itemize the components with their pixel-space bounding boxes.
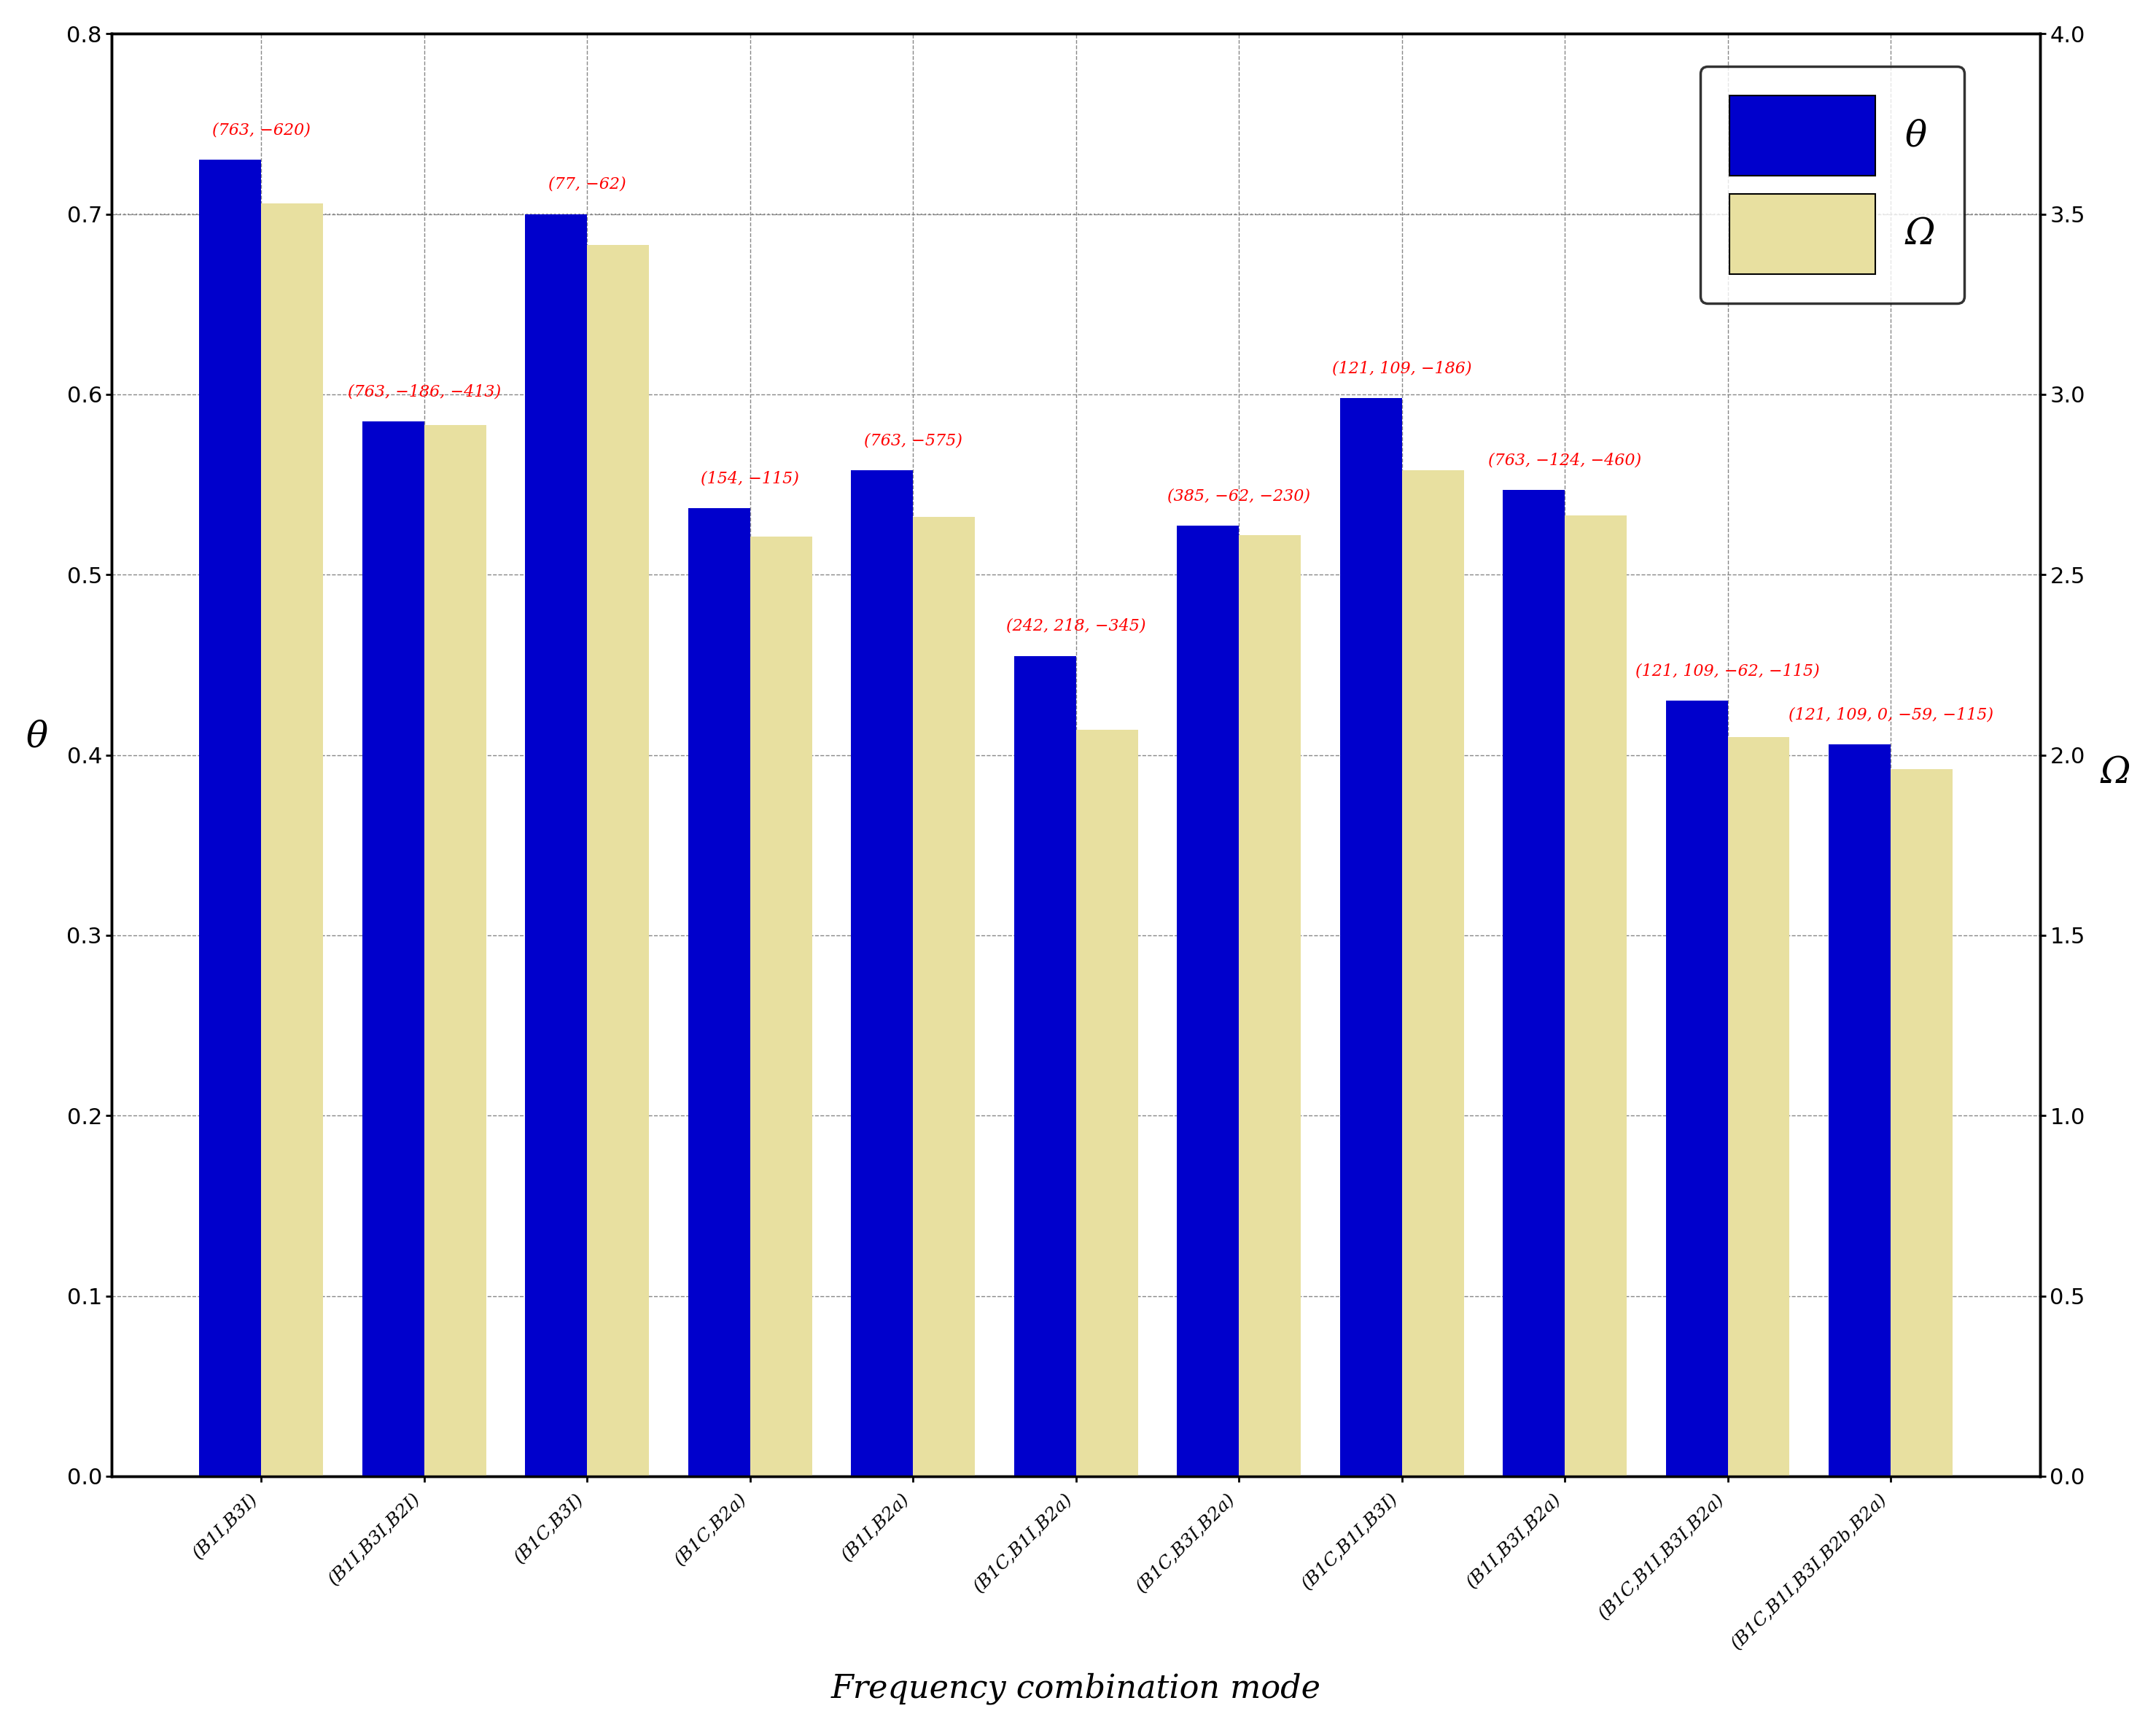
Bar: [1013, 656, 1076, 1476]
Bar: [1503, 490, 1565, 1476]
Bar: [362, 422, 425, 1476]
Bar: [1828, 744, 1891, 1476]
Bar: [526, 215, 586, 1476]
Bar: [1727, 737, 1789, 1476]
Legend: θ, Ω: θ, Ω: [1701, 66, 1964, 303]
Bar: [1076, 730, 1138, 1476]
X-axis label: Frequency combination mode: Frequency combination mode: [830, 1673, 1322, 1704]
Text: (385, −62, −230): (385, −62, −230): [1166, 488, 1311, 505]
Bar: [688, 509, 750, 1476]
Y-axis label: Ω: Ω: [2100, 754, 2130, 791]
Bar: [261, 202, 323, 1476]
Text: (121, 109, −186): (121, 109, −186): [1332, 360, 1473, 377]
Text: (763, −186, −413): (763, −186, −413): [347, 384, 500, 400]
Text: (763, −124, −460): (763, −124, −460): [1488, 452, 1641, 469]
Bar: [750, 536, 813, 1476]
Text: (77, −62): (77, −62): [548, 176, 625, 192]
Text: (763, −575): (763, −575): [865, 432, 962, 448]
Text: (763, −620): (763, −620): [211, 123, 310, 138]
Bar: [1667, 701, 1727, 1476]
Bar: [198, 159, 261, 1476]
Y-axis label: θ: θ: [26, 720, 47, 754]
Bar: [586, 244, 649, 1476]
Bar: [852, 471, 912, 1476]
Bar: [1401, 471, 1464, 1476]
Text: (121, 109, −62, −115): (121, 109, −62, −115): [1636, 663, 1820, 680]
Bar: [1177, 526, 1240, 1476]
Text: (121, 109, 0, −59, −115): (121, 109, 0, −59, −115): [1787, 706, 1992, 723]
Bar: [1565, 516, 1626, 1476]
Bar: [1240, 535, 1300, 1476]
Bar: [425, 426, 485, 1476]
Text: (242, 218, −345): (242, 218, −345): [1007, 618, 1145, 635]
Bar: [1891, 770, 1953, 1476]
Bar: [912, 517, 975, 1476]
Bar: [1339, 398, 1401, 1476]
Text: (154, −115): (154, −115): [701, 471, 800, 486]
